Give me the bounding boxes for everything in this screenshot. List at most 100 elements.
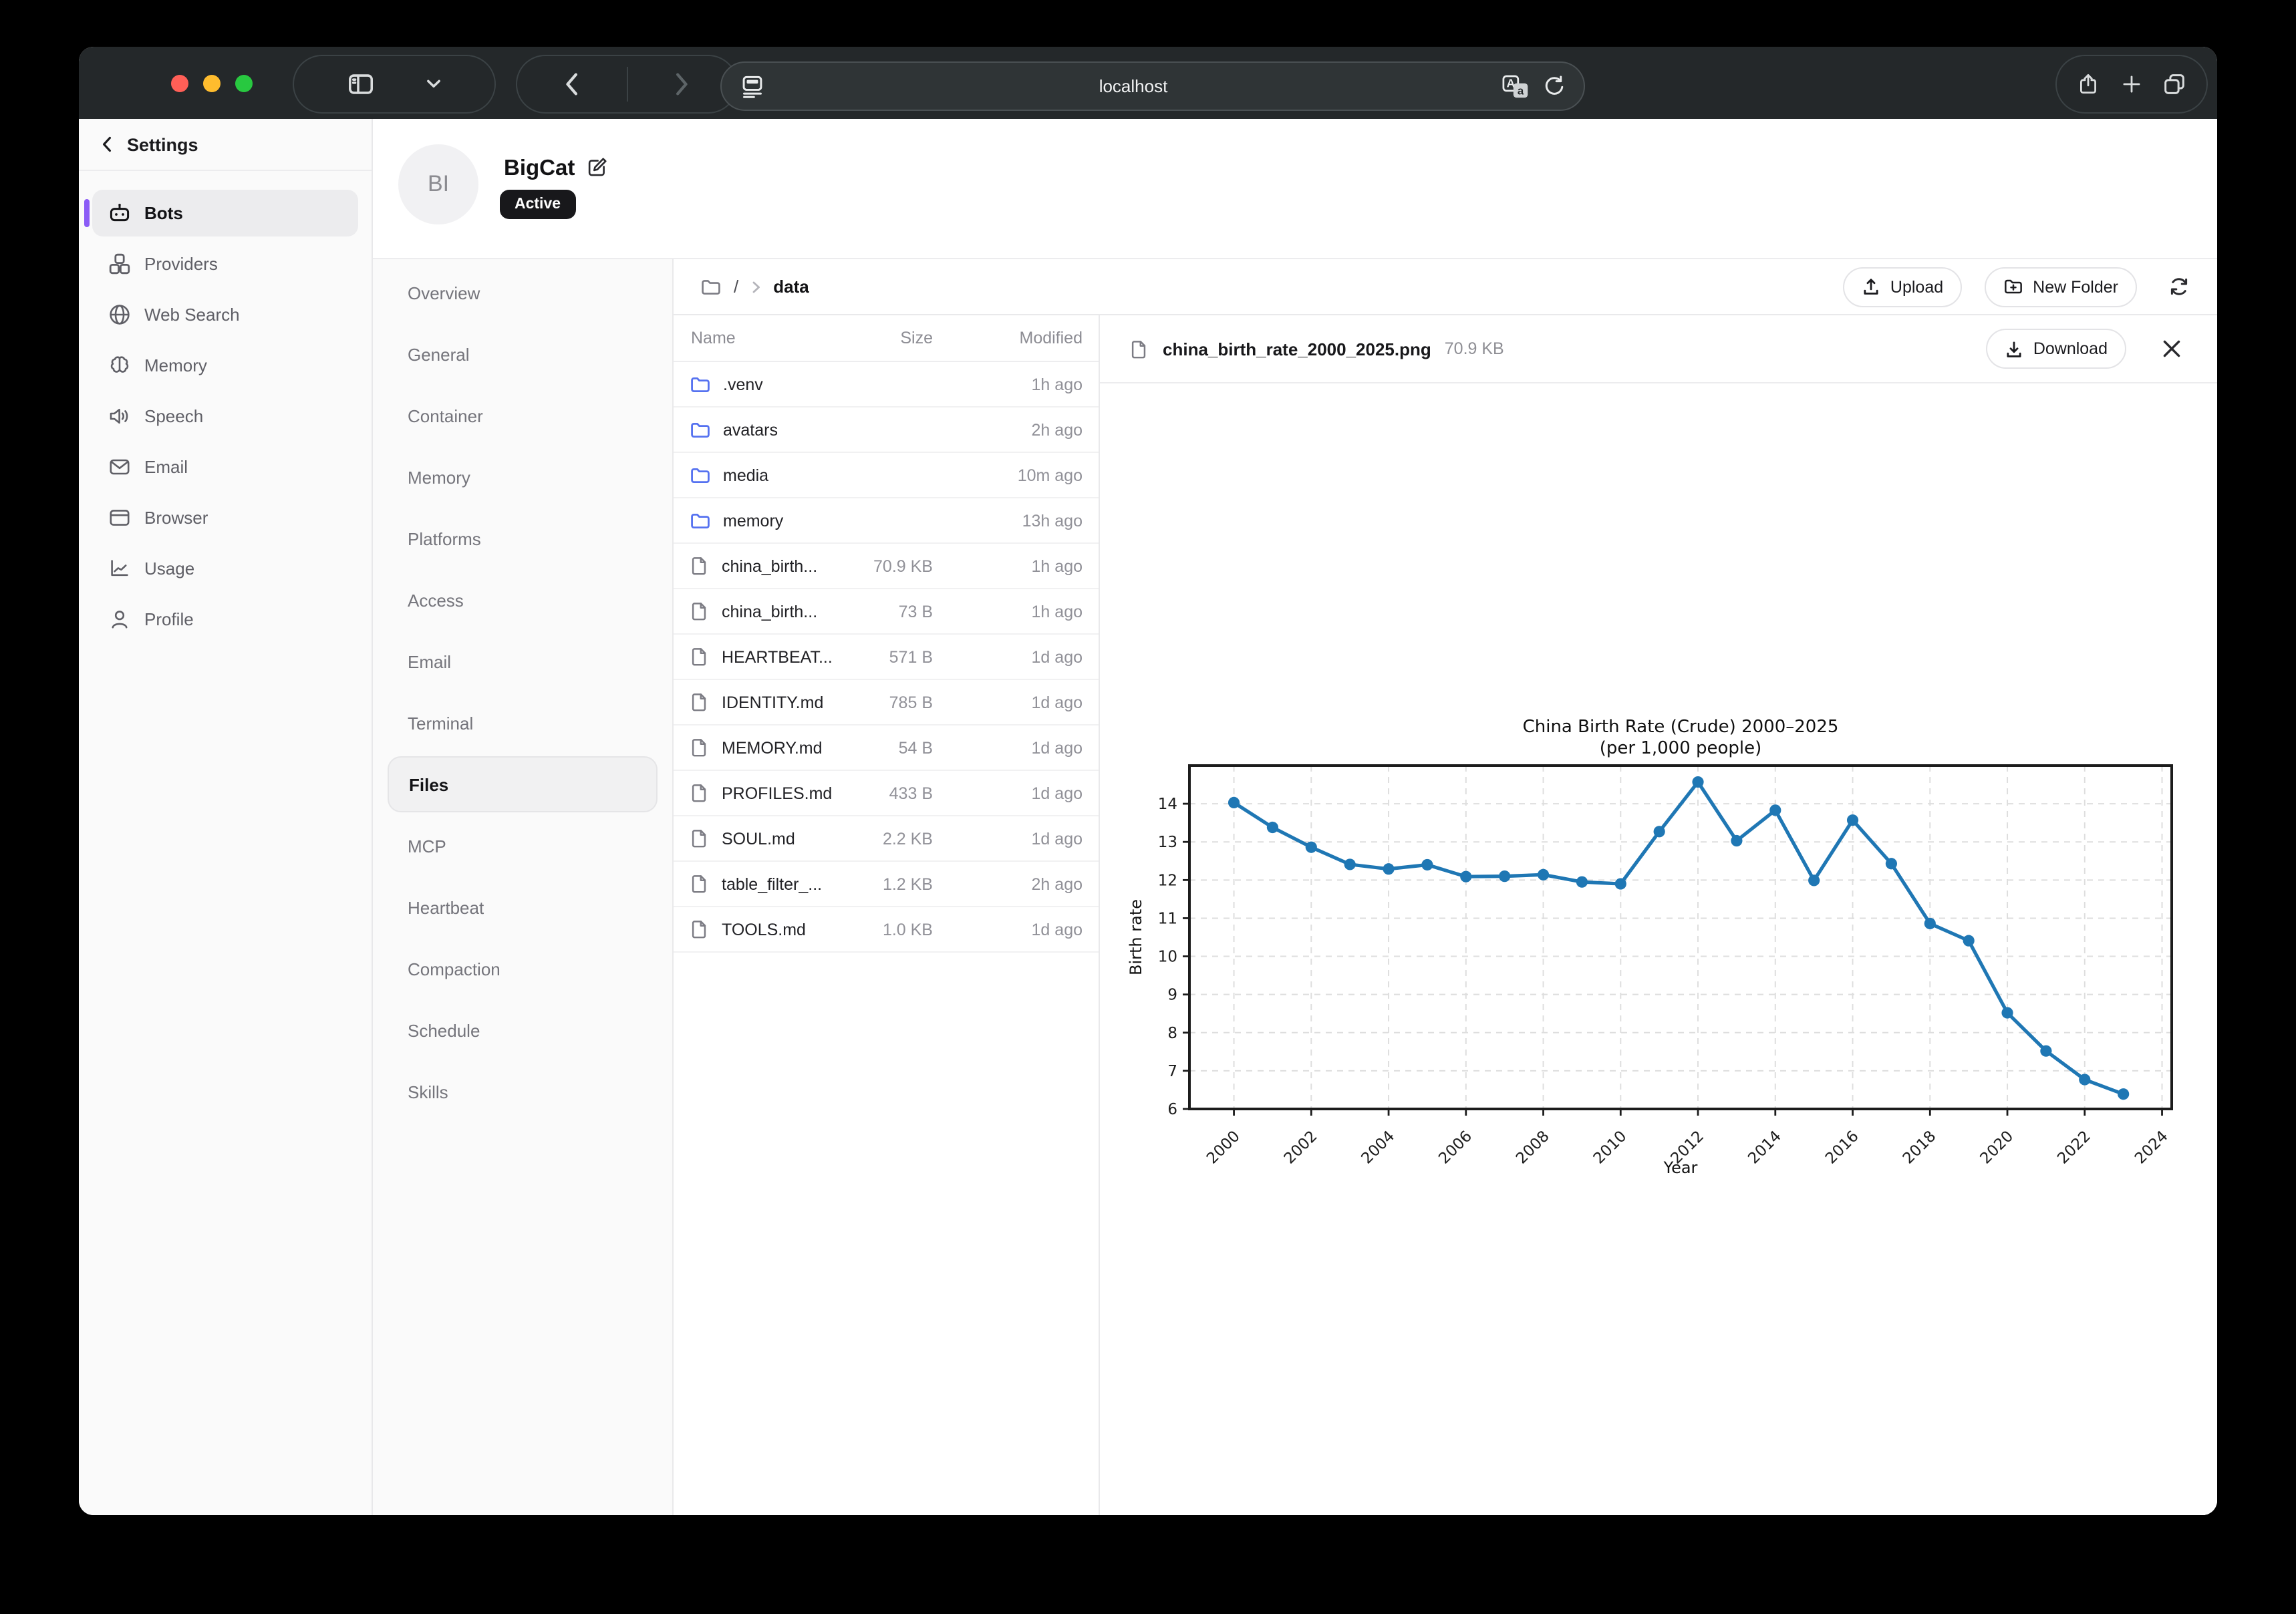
sidebar-item-usage[interactable]: Usage <box>92 545 358 592</box>
minimize-window-button[interactable] <box>203 74 221 92</box>
sidebar-item-web-search[interactable]: Web Search <box>92 291 358 338</box>
svg-text:8: 8 <box>1167 1025 1177 1042</box>
table-row[interactable]: HEARTBEAT... 571 B 1d ago <box>674 635 1099 680</box>
preview-filename: china_birth_rate_2000_2025.png <box>1163 339 1431 359</box>
share-icon[interactable] <box>2077 72 2100 96</box>
header-size[interactable]: Size <box>900 329 933 347</box>
avatar: BI <box>398 144 478 224</box>
settings-back[interactable]: Settings <box>79 119 372 171</box>
forward-icon[interactable] <box>674 72 690 96</box>
breadcrumb-root[interactable]: / <box>734 277 739 297</box>
bot-icon <box>108 202 131 224</box>
settings-title: Settings <box>127 134 198 154</box>
svg-text:2000: 2000 <box>1203 1128 1244 1168</box>
sidebar-item-profile[interactable]: Profile <box>92 596 358 643</box>
file-modified: 2h ago <box>1031 874 1083 893</box>
bot-name: BigCat <box>504 156 575 180</box>
sidebar-item-memory[interactable]: Memory <box>92 342 358 389</box>
file-modified: 10m ago <box>1017 466 1083 484</box>
sidebar-item-providers[interactable]: Providers <box>92 240 358 287</box>
file-modified: 1d ago <box>1031 693 1083 711</box>
tab-compaction[interactable]: Compaction <box>408 959 500 979</box>
sidebar-item-label: Browser <box>144 508 208 528</box>
chevron-down-icon[interactable] <box>427 79 442 90</box>
table-row[interactable]: MEMORY.md 54 B 1d ago <box>674 725 1099 771</box>
download-button[interactable]: Download <box>1986 329 2126 369</box>
tab-access[interactable]: Access <box>408 590 464 610</box>
table-row[interactable]: .venv 1h ago <box>674 362 1099 408</box>
table-row[interactable]: china_birth... 73 B 1h ago <box>674 589 1099 635</box>
zoom-window-button[interactable] <box>235 74 253 92</box>
file-icon <box>690 783 710 803</box>
table-row[interactable]: china_birth... 70.9 KB 1h ago <box>674 544 1099 589</box>
header-name[interactable]: Name <box>691 329 736 347</box>
svg-text:Year: Year <box>1663 1158 1698 1177</box>
tab-container[interactable]: Container <box>408 406 483 426</box>
table-row[interactable]: IDENTITY.md 785 B 1d ago <box>674 680 1099 725</box>
tab-files[interactable]: Files <box>388 756 658 812</box>
svg-text:A: A <box>1506 76 1515 90</box>
upload-button[interactable]: Upload <box>1843 267 1963 307</box>
status-badge: Active <box>500 190 576 219</box>
sidebar-item-email[interactable]: Email <box>92 444 358 490</box>
back-icon[interactable] <box>564 72 580 96</box>
edit-name-button[interactable] <box>587 156 608 178</box>
table-row[interactable]: avatars 2h ago <box>674 408 1099 453</box>
sidebar-toggle-group[interactable] <box>293 55 496 114</box>
tab-terminal[interactable]: Terminal <box>408 713 474 733</box>
breadcrumb-current[interactable]: data <box>773 277 809 297</box>
sidebar-item-browser[interactable]: Browser <box>92 494 358 541</box>
file-icon <box>690 738 710 758</box>
svg-text:13: 13 <box>1158 834 1177 851</box>
sidebar-item-speech[interactable]: Speech <box>92 393 358 440</box>
svg-text:2022: 2022 <box>2054 1128 2094 1168</box>
translate-icon[interactable]: A a <box>1502 74 1529 98</box>
browser-titlebar: localhost A a <box>79 47 2217 119</box>
chevron-left-icon[interactable] <box>102 136 112 152</box>
tab-mcp[interactable]: MCP <box>408 836 446 856</box>
url-text[interactable]: localhost <box>1099 76 1168 96</box>
new-tab-icon[interactable] <box>2120 73 2142 95</box>
svg-text:2008: 2008 <box>1513 1128 1553 1168</box>
address-bar[interactable]: localhost A a <box>720 61 1585 111</box>
tab-skills[interactable]: Skills <box>408 1082 448 1102</box>
reload-icon[interactable] <box>1542 75 1565 98</box>
folder-icon <box>690 419 711 440</box>
file-name: SOUL.md <box>722 829 795 848</box>
tab-schedule[interactable]: Schedule <box>408 1020 480 1040</box>
file-size: 1.2 KB <box>882 874 933 893</box>
sidebar-item-bots[interactable]: Bots <box>84 190 358 236</box>
table-row[interactable]: TOOLS.md 1.0 KB 1d ago <box>674 907 1099 953</box>
new-folder-label: New Folder <box>2033 277 2118 296</box>
new-folder-button[interactable]: New Folder <box>1985 267 2137 307</box>
close-icon[interactable] <box>2162 339 2181 358</box>
folder-plus-icon <box>2003 277 2023 297</box>
table-row[interactable]: media 10m ago <box>674 453 1099 498</box>
file-table-header: Name Size Modified <box>674 315 1099 362</box>
table-row[interactable]: SOUL.md 2.2 KB 1d ago <box>674 816 1099 862</box>
table-row[interactable]: table_filter_... 1.2 KB 2h ago <box>674 862 1099 907</box>
sidebar-panel-icon[interactable] <box>347 71 374 98</box>
table-row[interactable]: PROFILES.md 433 B 1d ago <box>674 771 1099 816</box>
file-table-body: .venv 1h ago avatars 2h ago media 10m ago memo… <box>674 362 1099 953</box>
file-size: 70.9 KB <box>873 556 933 575</box>
svg-text:2014: 2014 <box>1745 1128 1785 1168</box>
close-window-button[interactable] <box>171 74 188 92</box>
file-name: .venv <box>723 375 763 393</box>
tab-memory[interactable]: Memory <box>408 467 470 487</box>
svg-text:12: 12 <box>1158 872 1177 889</box>
tab-email[interactable]: Email <box>408 651 452 671</box>
profile-icon <box>108 608 131 631</box>
tab-heartbeat[interactable]: Heartbeat <box>408 897 484 917</box>
table-row[interactable]: memory 13h ago <box>674 498 1099 544</box>
header-modified[interactable]: Modified <box>1019 329 1083 347</box>
tab-overview-icon[interactable] <box>2162 72 2186 96</box>
file-icon <box>690 828 710 848</box>
tab-overview[interactable]: Overview <box>408 283 480 303</box>
refresh-icon[interactable] <box>2168 275 2190 298</box>
file-name: MEMORY.md <box>722 738 823 757</box>
tab-platforms[interactable]: Platforms <box>408 528 481 548</box>
tab-general[interactable]: General <box>408 344 470 364</box>
folder-icon[interactable] <box>700 276 722 297</box>
reader-icon[interactable] <box>740 74 764 98</box>
